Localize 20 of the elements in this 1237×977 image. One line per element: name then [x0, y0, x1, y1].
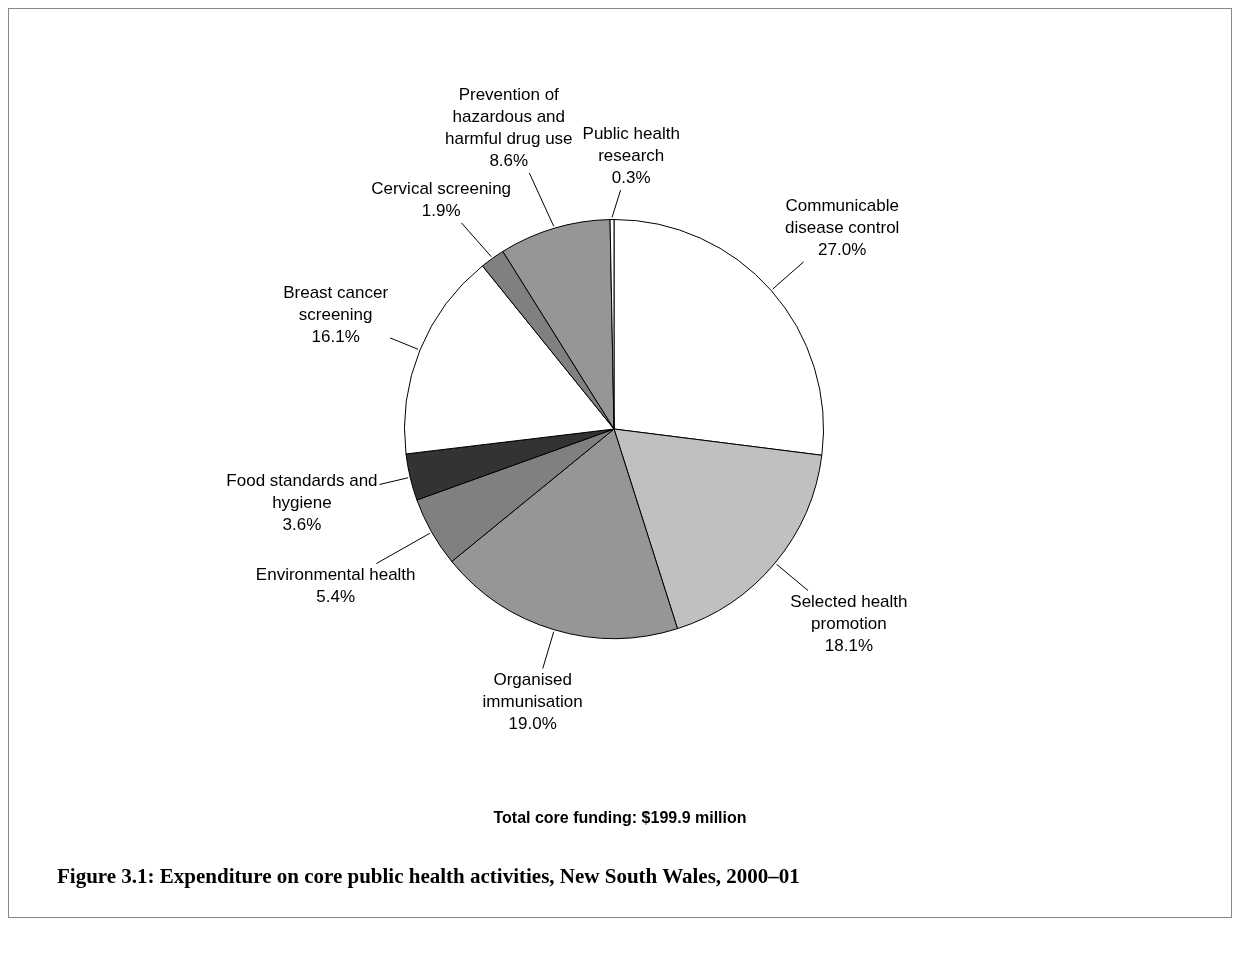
slice-label: Prevention of hazardous and harmful drug use	[444, 84, 573, 148]
data-label: 18.1%	[824, 636, 873, 656]
data-label: 0.3%	[611, 167, 651, 187]
text: Total core funding: $199.9 million	[492, 809, 748, 827]
data-label: 19.0%	[508, 714, 557, 734]
slice-label: Breast cancer screening	[283, 283, 389, 325]
data-label: 27.0%	[818, 239, 867, 259]
slice-label: Cervical screening	[371, 178, 512, 198]
data-label: 8.6%	[489, 150, 529, 170]
slice-label: Organised immunisation	[482, 670, 583, 712]
slice-label: Selected health promotion	[790, 592, 908, 634]
data-label: 16.1%	[311, 327, 360, 347]
data-label: 1.9%	[421, 200, 461, 220]
text: Figure 3.1: Expenditure on core public health activities, New South Wales, 2000–01	[57, 864, 800, 889]
slice-label: Food standards and hygiene	[226, 470, 378, 512]
data-label: 5.4%	[316, 587, 356, 607]
slice-label: Environmental health	[255, 565, 416, 585]
data-label: 3.6%	[282, 514, 322, 534]
slice-label: Public health research	[582, 123, 680, 165]
slice-label: Communicable disease control	[785, 195, 900, 237]
